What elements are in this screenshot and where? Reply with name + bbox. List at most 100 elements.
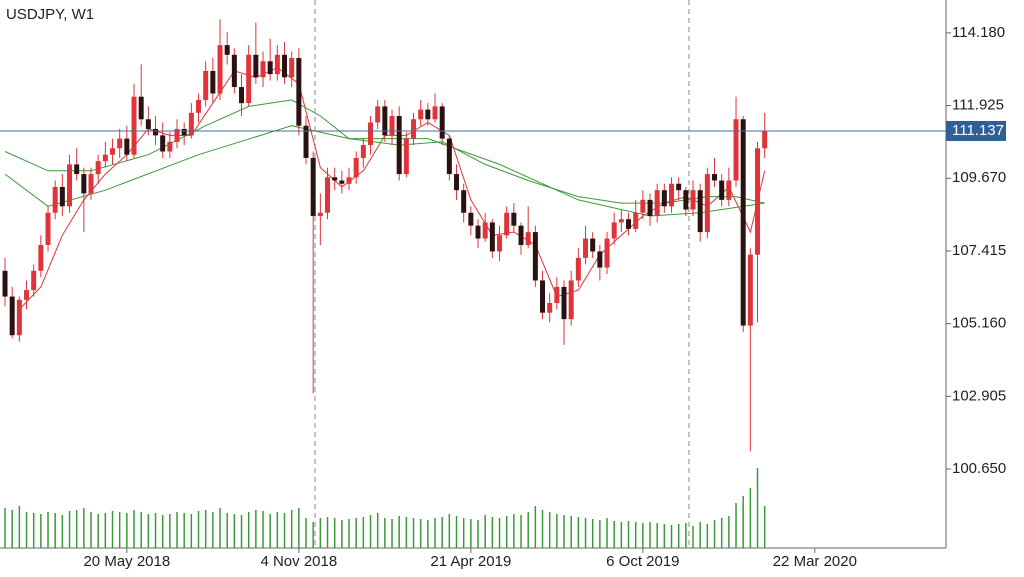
candle-body: [747, 254, 753, 326]
y-tick-label: 109.670: [952, 169, 1006, 186]
candle-body: [246, 54, 252, 104]
candle-body: [124, 138, 130, 155]
candle-body: [704, 174, 710, 233]
candle-body: [325, 177, 331, 213]
candle-body: [289, 58, 295, 78]
candle-body: [310, 157, 316, 216]
candle-body: [633, 212, 639, 229]
candle-body: [117, 138, 123, 149]
y-tick-label: 100.650: [952, 460, 1006, 477]
candle-body: [511, 212, 517, 226]
candle-body: [554, 286, 560, 304]
candle-body: [439, 106, 445, 139]
candle-body: [16, 299, 22, 336]
candle-body: [468, 212, 474, 226]
candle-body: [661, 190, 667, 207]
candle-body: [353, 157, 359, 178]
x-tick-label: 20 May 2018: [83, 553, 170, 570]
candle-body: [575, 257, 581, 281]
candle-body: [303, 125, 309, 158]
candle-body: [181, 128, 187, 136]
candle-body: [95, 161, 101, 175]
candle-body: [676, 183, 682, 191]
candle-body: [712, 174, 718, 181]
candle-body: [188, 112, 194, 136]
candle-body: [525, 232, 531, 245]
y-tick-label: 102.905: [952, 387, 1006, 404]
candle-body: [52, 186, 58, 213]
y-tick-label: 105.160: [952, 315, 1006, 332]
candle-body: [67, 164, 73, 207]
candle-body: [346, 177, 352, 184]
candle-body: [461, 190, 467, 213]
candle-body: [640, 199, 646, 213]
candle-body: [131, 96, 137, 155]
candle-body: [59, 186, 65, 207]
candle-body: [267, 61, 273, 75]
candle-body: [317, 212, 323, 216]
candle-body: [396, 116, 402, 175]
candle-body: [482, 222, 488, 239]
candle-body: [454, 174, 460, 191]
candle-body: [339, 180, 345, 184]
current-price-label: 111.137: [952, 122, 1004, 139]
candle-body: [597, 251, 603, 268]
candle-body: [174, 128, 180, 142]
candle-body: [762, 130, 768, 149]
candle-body: [647, 199, 653, 216]
candle-body: [489, 222, 495, 252]
candle-body: [382, 106, 388, 136]
candle-body: [654, 190, 660, 216]
candle-body: [368, 122, 374, 146]
candle-body: [24, 290, 30, 300]
candle-body: [153, 128, 159, 136]
candle-body: [210, 70, 216, 94]
candle-body: [475, 225, 481, 239]
candle-body: [432, 106, 438, 120]
candle-body: [74, 164, 80, 175]
candle-body: [160, 135, 166, 152]
candle-body: [446, 138, 452, 175]
x-tick-label: 21 Apr 2019: [430, 553, 511, 570]
candle-body: [31, 270, 37, 291]
candle-body: [167, 141, 173, 152]
candle-body: [403, 138, 409, 175]
candle-body: [360, 145, 366, 158]
candle-body: [138, 96, 144, 120]
candle-body: [547, 303, 553, 313]
candle-body: [389, 116, 395, 136]
candle-body: [239, 87, 245, 104]
candle-body: [9, 296, 15, 336]
current-price-box: [946, 120, 1006, 141]
candle-body: [669, 183, 675, 207]
candle-body: [196, 99, 202, 113]
y-tick-label: 111.925: [952, 97, 1004, 114]
candle-body: [618, 219, 624, 223]
candle-body: [2, 270, 8, 297]
candle-body: [740, 119, 746, 326]
candle-body: [253, 54, 259, 78]
x-tick-label: 6 Oct 2019: [606, 553, 679, 570]
candle-body: [217, 45, 223, 94]
candle-body: [81, 174, 87, 194]
y-tick-label: 114.180: [952, 24, 1005, 41]
candle-body: [203, 70, 209, 100]
candle-body: [296, 58, 302, 126]
candle-body: [755, 148, 761, 255]
candle-body: [88, 174, 94, 194]
candle-body: [45, 212, 51, 245]
candle-body: [590, 238, 596, 252]
candle-body: [726, 180, 732, 200]
moving-average: [19, 67, 766, 310]
candle-body: [411, 119, 417, 139]
candle-body: [231, 54, 237, 88]
candle-body: [561, 286, 567, 320]
candle-body: [540, 280, 546, 313]
candle-body: [224, 45, 230, 55]
candle-body: [38, 244, 44, 271]
candle-body: [568, 280, 574, 320]
candle-body: [375, 106, 381, 123]
x-tick-label: 22 Mar 2020: [773, 553, 857, 570]
